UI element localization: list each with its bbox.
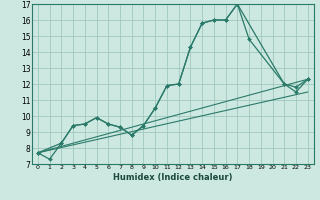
X-axis label: Humidex (Indice chaleur): Humidex (Indice chaleur) (113, 173, 233, 182)
